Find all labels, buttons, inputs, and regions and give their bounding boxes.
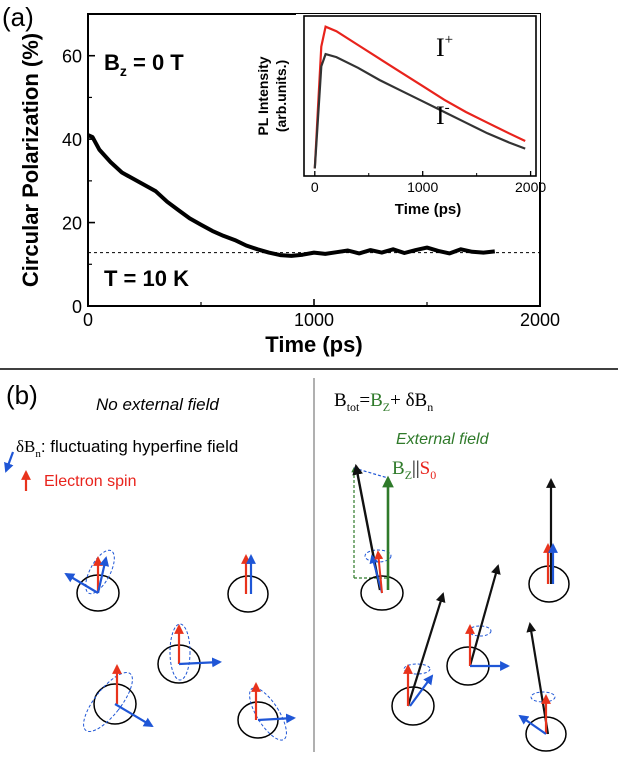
inset-label-i-plus: I+ — [436, 32, 453, 62]
unpolarized-spins — [64, 549, 296, 741]
precession-cone-icon — [169, 623, 191, 681]
y-tick-label: 0 — [72, 297, 82, 317]
hyperfine-arrow-icon — [257, 713, 296, 724]
field-vector-sum — [351, 463, 404, 611]
inset-x-tick-label: 2000 — [515, 179, 546, 195]
hyperfine-arrow-icon — [518, 714, 547, 735]
electron-orbit-icon — [93, 683, 137, 725]
panel-a-label: (a) — [2, 2, 34, 32]
hyperfine-arrow-icon — [114, 703, 154, 728]
electron-orbit-icon — [237, 701, 279, 739]
x-tick-label: 0 — [83, 310, 93, 330]
hyperfine-legend-arrow-icon — [4, 451, 15, 473]
panel-b: (b) No external field δBn: fluctuating h… — [4, 378, 570, 752]
inset-axis-ticks: 0 1000 2000 — [311, 171, 546, 195]
main-axis-ticks: 0 1000 2000 0 20 40 60 — [62, 47, 560, 330]
right-title: Btot=BZ+ δBn — [334, 390, 433, 414]
hyperfine-arrow-icon — [178, 657, 222, 668]
inset-x-tick-label: 1000 — [407, 179, 438, 195]
electron-spin-legend-text: Electron spin — [44, 473, 137, 490]
total-field-arrow — [406, 592, 446, 707]
panel-b-label: (b) — [6, 380, 38, 410]
inset-y-label-line2: (arb.units.) — [273, 60, 289, 132]
inset-i-minus-curve — [313, 52, 526, 169]
spin-arrow-icon — [374, 550, 384, 594]
total-field-arrow — [468, 564, 501, 667]
precession-cone-icon — [83, 672, 133, 732]
hyperfine-arrow-icon — [409, 674, 434, 707]
y-tick-label: 40 — [62, 130, 82, 150]
precession-cone-icon — [403, 663, 431, 675]
precession-cone-icon — [530, 691, 556, 703]
left-title: No external field — [96, 395, 219, 414]
inset-frame — [303, 15, 537, 177]
y-tick-label: 60 — [62, 47, 82, 67]
hyperfine-arrow-icon — [96, 556, 110, 594]
inset-x-tick-label: 0 — [311, 179, 319, 195]
y-tick-label: 20 — [62, 214, 82, 234]
inset-plot: 0 1000 2000 PL Intensity (arb.units.) Time… — [255, 14, 546, 218]
inset-label-i-minus: I- — [436, 100, 450, 130]
y-axis-label: Circular Polarization (%) — [18, 33, 43, 287]
inset-y-label-line1: PL Intensity — [255, 56, 271, 135]
panel-a: (a) 0 1000 2000 0 20 40 60 Circular Polarizati… — [2, 2, 560, 357]
hyperfine-arrow-icon — [369, 554, 383, 594]
x-axis-label: Time (ps) — [265, 332, 362, 357]
hyperfine-arrow-icon — [64, 572, 99, 594]
temperature-annotation: T = 10 K — [104, 266, 189, 291]
x-tick-label: 1000 — [294, 310, 334, 330]
bz-parallel-s0-label: BZ||S0 — [392, 458, 436, 482]
precession-cone-icon — [85, 549, 115, 595]
inset-i-plus-curve — [313, 25, 526, 169]
polarized-spins — [391, 478, 570, 752]
bz-annotation: Bz = 0 T — [104, 50, 184, 79]
external-field-label: External field — [396, 431, 490, 448]
inset-x-label: Time (ps) — [395, 201, 461, 218]
x-tick-label: 2000 — [520, 310, 560, 330]
electron-orbit-icon — [227, 575, 269, 613]
electron-orbit-icon — [360, 575, 404, 611]
polarization-curve — [87, 133, 496, 258]
hyperfine-legend-text: δBn: fluctuating hyperfine field — [16, 437, 238, 460]
